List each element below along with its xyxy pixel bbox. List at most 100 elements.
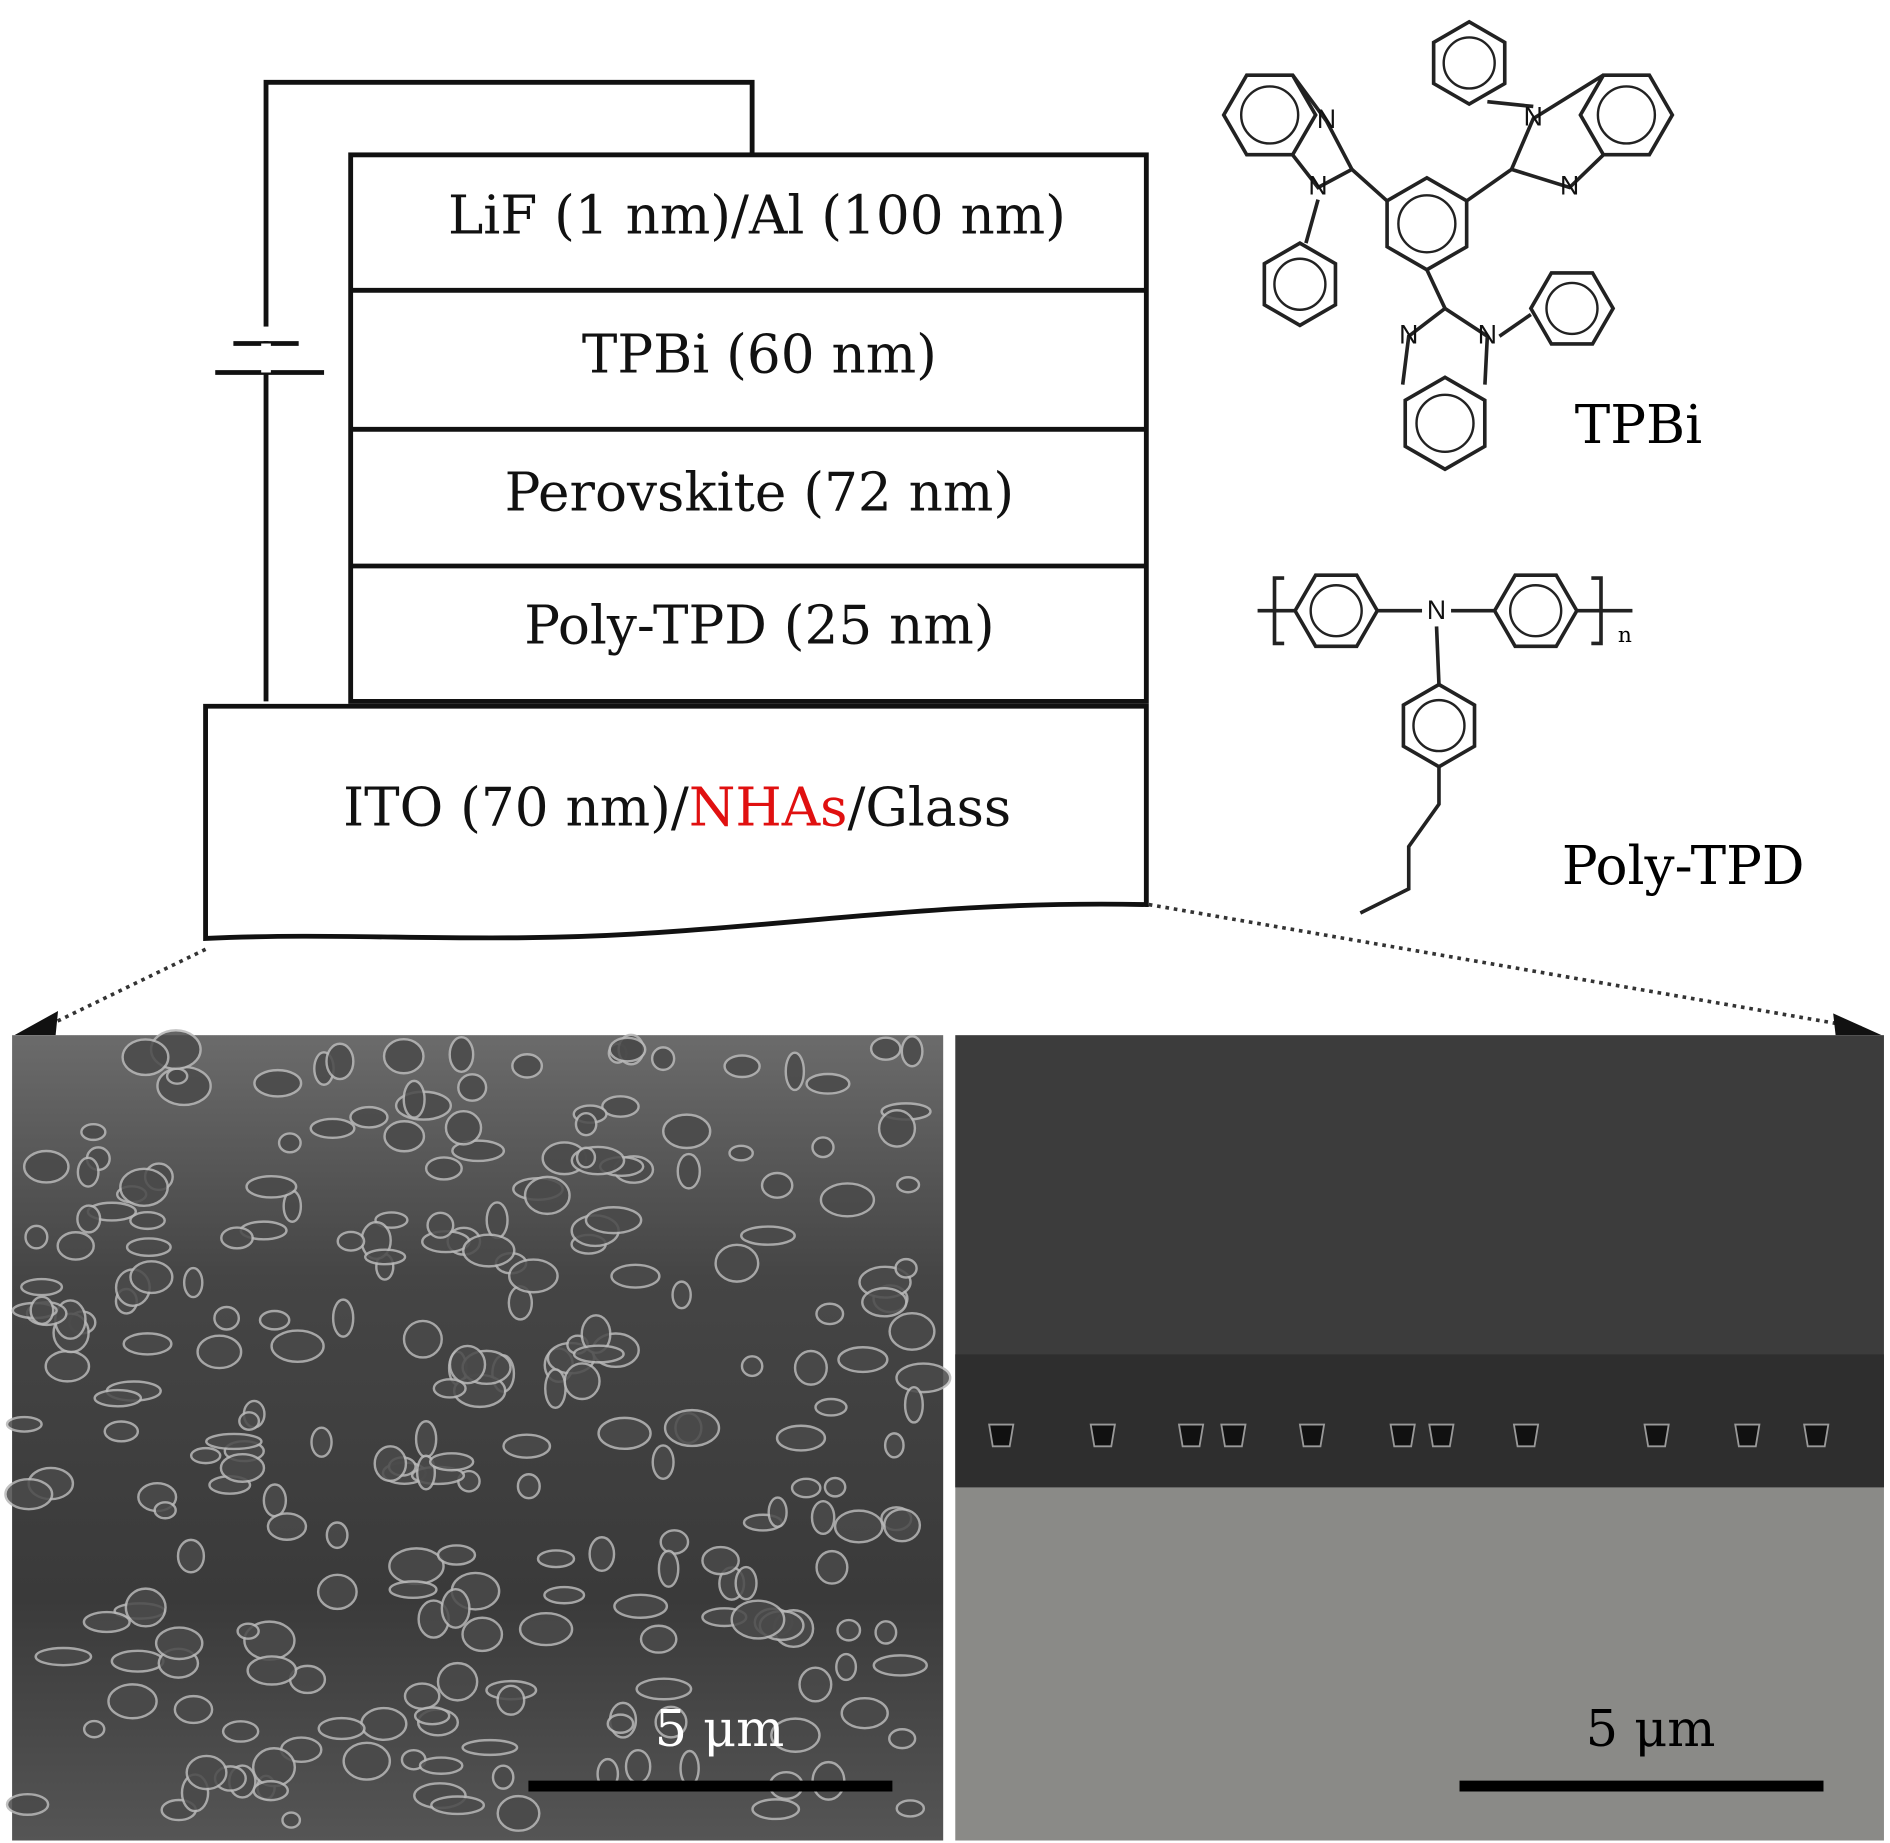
nanohole	[819, 1182, 876, 1218]
nanohole	[840, 1696, 889, 1730]
nanohole	[414, 1420, 438, 1459]
nanohole	[805, 1072, 851, 1095]
nanohole	[608, 1036, 647, 1063]
nanohole	[516, 1473, 541, 1500]
nanohole	[651, 1444, 675, 1481]
nanohole	[129, 1210, 166, 1231]
nanohole	[331, 1298, 355, 1338]
nanohole	[82, 1610, 131, 1634]
nanohole	[624, 1748, 652, 1785]
nanohole	[836, 1618, 862, 1642]
nanohole	[173, 1694, 214, 1725]
nanohole	[671, 1280, 692, 1310]
nanohole	[196, 1334, 243, 1370]
bond	[1487, 99, 1534, 109]
ring-inner	[1415, 393, 1475, 454]
nanohole	[740, 1225, 796, 1246]
subscript: n	[1618, 623, 1632, 648]
nanohole	[182, 1266, 204, 1299]
nanohole	[129, 1260, 174, 1295]
hole	[1512, 1423, 1540, 1448]
nanohole	[310, 1426, 333, 1458]
nanohole	[888, 1311, 936, 1351]
bond	[1425, 268, 1447, 310]
layer-label: Perovskite (72 nm)	[505, 462, 1014, 524]
nanohole	[107, 1683, 158, 1720]
ring	[1403, 375, 1487, 472]
nanohole	[790, 1477, 822, 1499]
ring-inner	[1273, 257, 1327, 311]
nanohole	[896, 1176, 921, 1194]
ring-inner	[1412, 698, 1466, 753]
nanohole	[56, 1231, 95, 1261]
nanohole	[103, 1420, 140, 1443]
atom-label: N	[1399, 319, 1418, 349]
nanohole	[424, 1156, 463, 1181]
layer-label: TPBi (60 nm)	[582, 324, 937, 386]
hole	[988, 1423, 1015, 1448]
nanohole	[402, 1079, 426, 1119]
hole	[1298, 1423, 1326, 1448]
nanohole	[597, 1416, 652, 1451]
ring-inner	[1239, 85, 1300, 145]
bond	[1498, 312, 1532, 338]
ring-inner	[1309, 584, 1363, 638]
nanohole	[403, 1682, 441, 1710]
nanohole	[363, 1248, 407, 1266]
nanohole	[110, 1649, 165, 1673]
bond	[1465, 167, 1513, 203]
nanohole	[5, 1415, 43, 1433]
wire	[263, 79, 755, 702]
scale-bar-label: 5 μm	[655, 1699, 785, 1758]
nanohole	[610, 1263, 661, 1289]
nanohole	[767, 1496, 788, 1529]
nanohole	[872, 1654, 928, 1677]
nanohole	[82, 1719, 106, 1739]
nanohole	[511, 1053, 544, 1079]
nanohole	[714, 1243, 760, 1283]
nanohole	[252, 1780, 290, 1802]
nanohole	[430, 1795, 486, 1816]
nanohole	[835, 1652, 858, 1682]
nanohole	[760, 1171, 794, 1199]
nanohole	[770, 1717, 821, 1753]
arrow-head	[14, 1010, 59, 1036]
nanohole	[24, 1224, 49, 1250]
nanohole	[728, 1144, 754, 1162]
nanohole	[874, 1620, 898, 1645]
nanohole	[29, 1295, 55, 1326]
nanohole	[76, 1156, 100, 1188]
nanohole	[277, 1132, 302, 1154]
nanohole	[574, 1111, 598, 1137]
nanohole	[154, 1626, 204, 1661]
nanohole	[485, 1201, 509, 1240]
nanohole	[34, 1646, 93, 1667]
nanohole	[436, 1544, 477, 1566]
nanohole	[93, 1388, 143, 1408]
bracket	[1591, 576, 1603, 646]
nanohole	[444, 1110, 483, 1146]
nanohole	[426, 1211, 455, 1239]
nanohole	[451, 1139, 506, 1163]
nanohole	[22, 1149, 70, 1184]
nanohole	[325, 1521, 349, 1550]
nanohole	[811, 1136, 835, 1159]
nanohole	[730, 1599, 786, 1640]
hole	[1089, 1423, 1116, 1448]
scale-bar-label: 5 μm	[1586, 1699, 1716, 1758]
nanohole	[382, 1037, 425, 1075]
cross-section-holes	[988, 1423, 1830, 1448]
nanohole	[751, 1798, 801, 1821]
nanohole	[650, 1046, 676, 1072]
hole	[1803, 1423, 1830, 1448]
nanohole	[122, 1332, 173, 1356]
nanohole	[676, 1152, 701, 1190]
nanohole	[654, 1705, 688, 1739]
nanohole	[270, 1329, 325, 1363]
hole	[1734, 1423, 1761, 1448]
nanohole	[793, 1349, 828, 1386]
nanohole	[894, 1257, 918, 1279]
nanohole	[119, 1167, 169, 1207]
nanohole	[436, 1661, 479, 1702]
